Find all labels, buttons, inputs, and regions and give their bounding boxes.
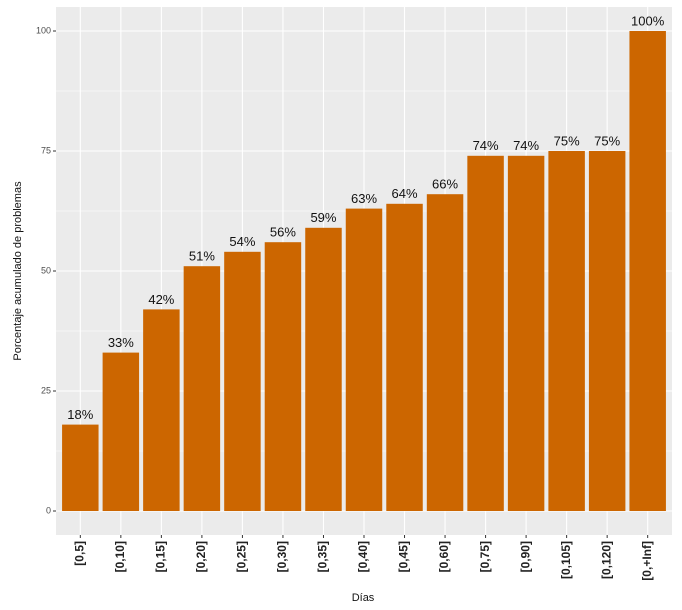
bar xyxy=(183,266,221,511)
value-label: 63% xyxy=(351,191,377,206)
x-axis-title: Días xyxy=(352,592,375,604)
bar xyxy=(62,424,99,511)
value-label: 100% xyxy=(631,13,665,28)
value-label: 42% xyxy=(148,292,174,307)
bar xyxy=(102,352,140,511)
value-label: 74% xyxy=(513,138,539,153)
bar xyxy=(305,227,342,512)
value-label: 51% xyxy=(189,249,215,264)
value-label: 33% xyxy=(108,335,134,350)
x-tick-label: [0,15] xyxy=(154,541,168,572)
bar xyxy=(143,309,180,511)
x-tick-label: [0,30] xyxy=(275,541,289,572)
x-tick-label: [0,75] xyxy=(478,541,492,572)
x-tick-label: [0,105] xyxy=(559,541,573,579)
x-tick-label: [0,60] xyxy=(437,541,451,572)
bar xyxy=(629,31,666,511)
x-tick-label: [0,90] xyxy=(518,541,532,572)
value-label: 75% xyxy=(554,133,580,148)
y-tick-label: 25 xyxy=(41,385,51,395)
bar xyxy=(588,151,626,511)
x-tick-label: [0,35] xyxy=(316,541,330,572)
x-tick-label: [0,+Inf] xyxy=(640,541,654,581)
x-tick-label: [0,25] xyxy=(235,541,249,572)
value-label: 66% xyxy=(432,177,458,192)
y-axis-title: Porcentaje acumulado de problemas xyxy=(12,181,24,361)
value-label: 54% xyxy=(229,234,255,249)
x-tick-label: [0,5] xyxy=(72,541,86,566)
x-tick-label: [0,20] xyxy=(194,541,208,572)
bar xyxy=(386,203,423,512)
x-tick-label: [0,120] xyxy=(599,541,613,579)
y-tick-label: 100 xyxy=(36,25,51,35)
y-tick-label: 0 xyxy=(46,505,51,515)
x-tick-label: [0,45] xyxy=(397,541,411,572)
bar xyxy=(548,151,585,511)
bar xyxy=(507,155,545,512)
bar xyxy=(264,242,302,511)
value-label: 64% xyxy=(392,186,418,201)
value-label: 75% xyxy=(594,133,620,148)
x-tick-label: [0,10] xyxy=(113,541,127,572)
bar xyxy=(426,194,464,511)
y-tick-label: 75 xyxy=(41,145,51,155)
bar xyxy=(224,251,261,512)
bar xyxy=(345,208,383,511)
value-label: 59% xyxy=(310,210,336,225)
value-label: 56% xyxy=(270,225,296,240)
value-label: 74% xyxy=(473,138,499,153)
y-tick-label: 50 xyxy=(41,265,51,275)
value-label: 18% xyxy=(67,407,93,422)
bar xyxy=(467,155,504,512)
x-tick-label: [0,40] xyxy=(356,541,370,572)
